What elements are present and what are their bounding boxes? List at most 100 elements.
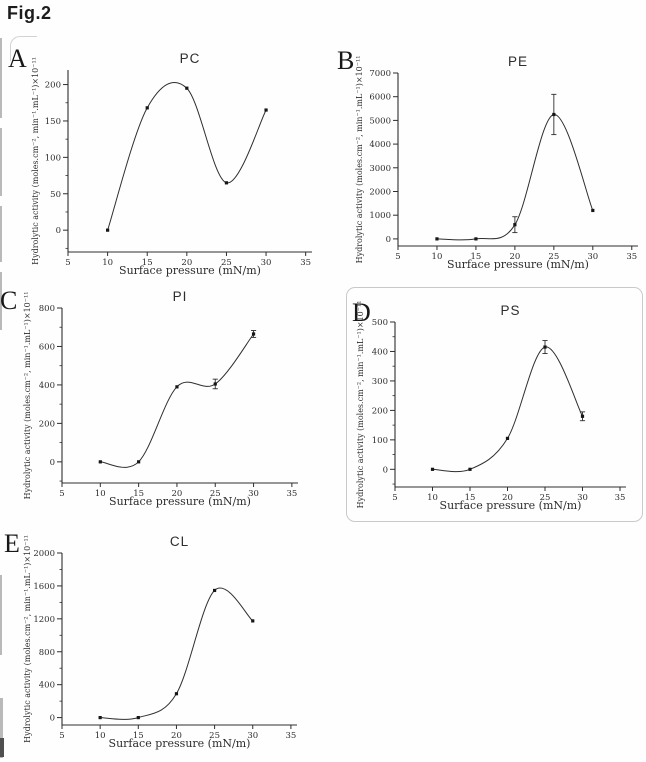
y-tick-label: 200: [372, 406, 388, 416]
x-tick-label: 25: [548, 252, 559, 262]
panel-letter-b: B: [337, 46, 355, 75]
y-axis-label: Hydrolytic activity (moles.cm⁻², min⁻¹.m…: [356, 301, 365, 509]
x-tick-label: 30: [261, 258, 272, 268]
chart-title: PI: [173, 289, 188, 304]
page-edge-artifact: [0, 128, 2, 196]
x-tick-label: 20: [502, 493, 513, 503]
x-tick-label: 10: [95, 489, 106, 499]
x-tick-label: 10: [95, 731, 106, 741]
data-point-marker: [591, 208, 595, 213]
data-point-marker: [505, 436, 510, 440]
x-axis-label: Surface pressure (mN/m): [109, 737, 251, 750]
x-axis-label: Surface pressure (mN/m): [447, 258, 589, 271]
x-tick-label: 5: [59, 731, 64, 741]
chart-title: CL: [170, 534, 189, 549]
x-axis-label: Surface pressure (mN/m): [440, 499, 582, 512]
data-point-marker: [513, 223, 517, 227]
x-tick-label: 20: [172, 489, 183, 499]
plot-area: 5 10 15 20 25 30 35 0 200 400 600 800: [39, 304, 298, 499]
data-point-marker: [552, 112, 556, 117]
data-point-marker: [474, 237, 478, 241]
panel-letter-c: C: [0, 286, 18, 315]
x-tick-label: 15: [471, 252, 482, 262]
x-tick-label: 5: [395, 252, 400, 262]
x-axis-label: Surface pressure (mN/m): [119, 264, 261, 277]
y-tick-label: 600: [39, 342, 55, 352]
x-tick-label: 15: [133, 489, 144, 499]
y-tick-label: 1000: [369, 211, 391, 221]
y-tick-label: 800: [39, 304, 55, 314]
data-point-marker: [543, 345, 547, 349]
y-tick-label: 5000: [369, 116, 391, 126]
chart-title: PC: [180, 51, 201, 66]
x-tick-label: 30: [247, 731, 258, 741]
y-tick-label: 800: [39, 648, 55, 658]
x-tick-label: 35: [285, 731, 296, 741]
y-tick-label: 150: [45, 117, 61, 127]
chart-pi: 5 10 15 20 25 30 35 0 200 400 600 800 PI Surface pres…: [23, 289, 298, 508]
chart-pc: 5 10 15 20 25 30 35 0 50 100 150 200 PC Surface press…: [31, 51, 312, 277]
y-tick-label: 400: [372, 347, 388, 357]
x-tick-label: 15: [133, 731, 144, 741]
x-tick-label: 10: [432, 252, 443, 262]
x-tick-label: 25: [221, 258, 232, 268]
y-tick-label: 6000: [369, 93, 391, 103]
data-curve: [436, 114, 594, 241]
data-curve: [100, 333, 254, 468]
x-tick-label: 25: [209, 731, 220, 741]
y-tick-label: 100: [45, 153, 61, 163]
plot-area: 5 10 15 20 25 30 35 0 1000 2000 3000 4000 5000 6000 70…: [369, 69, 638, 262]
y-tick-label: 500: [372, 318, 388, 328]
y-tick-label: 0: [383, 465, 388, 475]
data-point-marker: [136, 715, 140, 720]
y-tick-label: 300: [372, 377, 388, 387]
data-curve: [100, 587, 254, 720]
panel-letter-e: E: [4, 529, 20, 558]
x-tick-label: 20: [509, 252, 520, 262]
y-axis-label: Hydrolytic activity (moles.cm⁻², min⁻¹.m…: [355, 56, 364, 264]
data-point-marker: [145, 106, 149, 110]
data-point-marker: [580, 414, 585, 418]
page-edge-artifact: [0, 575, 2, 655]
data-point-marker: [106, 228, 110, 232]
y-axis-label: Hydrolytic activity (moles.cm⁻², min⁻¹.m…: [31, 57, 40, 265]
page-edge-artifact: [0, 698, 3, 758]
x-tick-label: 25: [540, 493, 551, 503]
y-tick-label: 2000: [369, 187, 391, 197]
data-point-marker: [185, 86, 189, 90]
figure-label: Fig.2: [7, 3, 52, 23]
data-point-marker: [224, 181, 229, 185]
y-tick-label: 1600: [33, 582, 55, 592]
y-tick-label: 0: [50, 714, 55, 724]
data-point-marker: [175, 385, 179, 389]
x-tick-label: 5: [59, 489, 64, 499]
x-tick-label: 15: [142, 258, 153, 268]
y-tick-label: 0: [386, 235, 391, 245]
y-tick-label: 0: [50, 458, 55, 468]
y-tick-label: 200: [39, 419, 55, 429]
x-axis-label: Surface pressure (mN/m): [109, 495, 251, 508]
y-tick-label: 400: [39, 681, 55, 691]
x-tick-label: 10: [102, 258, 113, 268]
y-tick-label: 7000: [369, 69, 391, 79]
data-point-marker: [468, 467, 472, 471]
plot-area: 5 10 15 20 25 30 35 0 50 100 150 200: [45, 70, 312, 268]
panel-letter-a: A: [8, 44, 27, 73]
plot-area: 5 10 15 20 25 30 35 0 100 200 300 400 500: [372, 318, 626, 503]
page-edge-artifact: [0, 738, 4, 757]
page-edge-artifact: [0, 272, 2, 330]
page-edge-artifact: [0, 206, 2, 262]
x-tick-label: 5: [392, 493, 397, 503]
y-tick-label: 0: [56, 226, 61, 236]
data-point-marker: [174, 692, 179, 696]
chart-title: PE: [508, 54, 528, 69]
panel-letter-d: D: [352, 298, 371, 327]
plot-area: 5 10 15 20 25 30 35 0 400 800 1200 1600 2000: [33, 549, 297, 741]
x-tick-label: 15: [465, 493, 476, 503]
x-tick-label: 20: [181, 258, 192, 268]
data-point-marker: [98, 715, 102, 720]
y-tick-label: 50: [50, 190, 61, 200]
y-axis-label: Hydrolytic activity (moles.cm⁻², min⁻¹.m…: [23, 535, 32, 743]
chart-pe: 5 10 15 20 25 30 35 0 1000 2000 3000 4000 5000 6000 70…: [355, 54, 638, 271]
